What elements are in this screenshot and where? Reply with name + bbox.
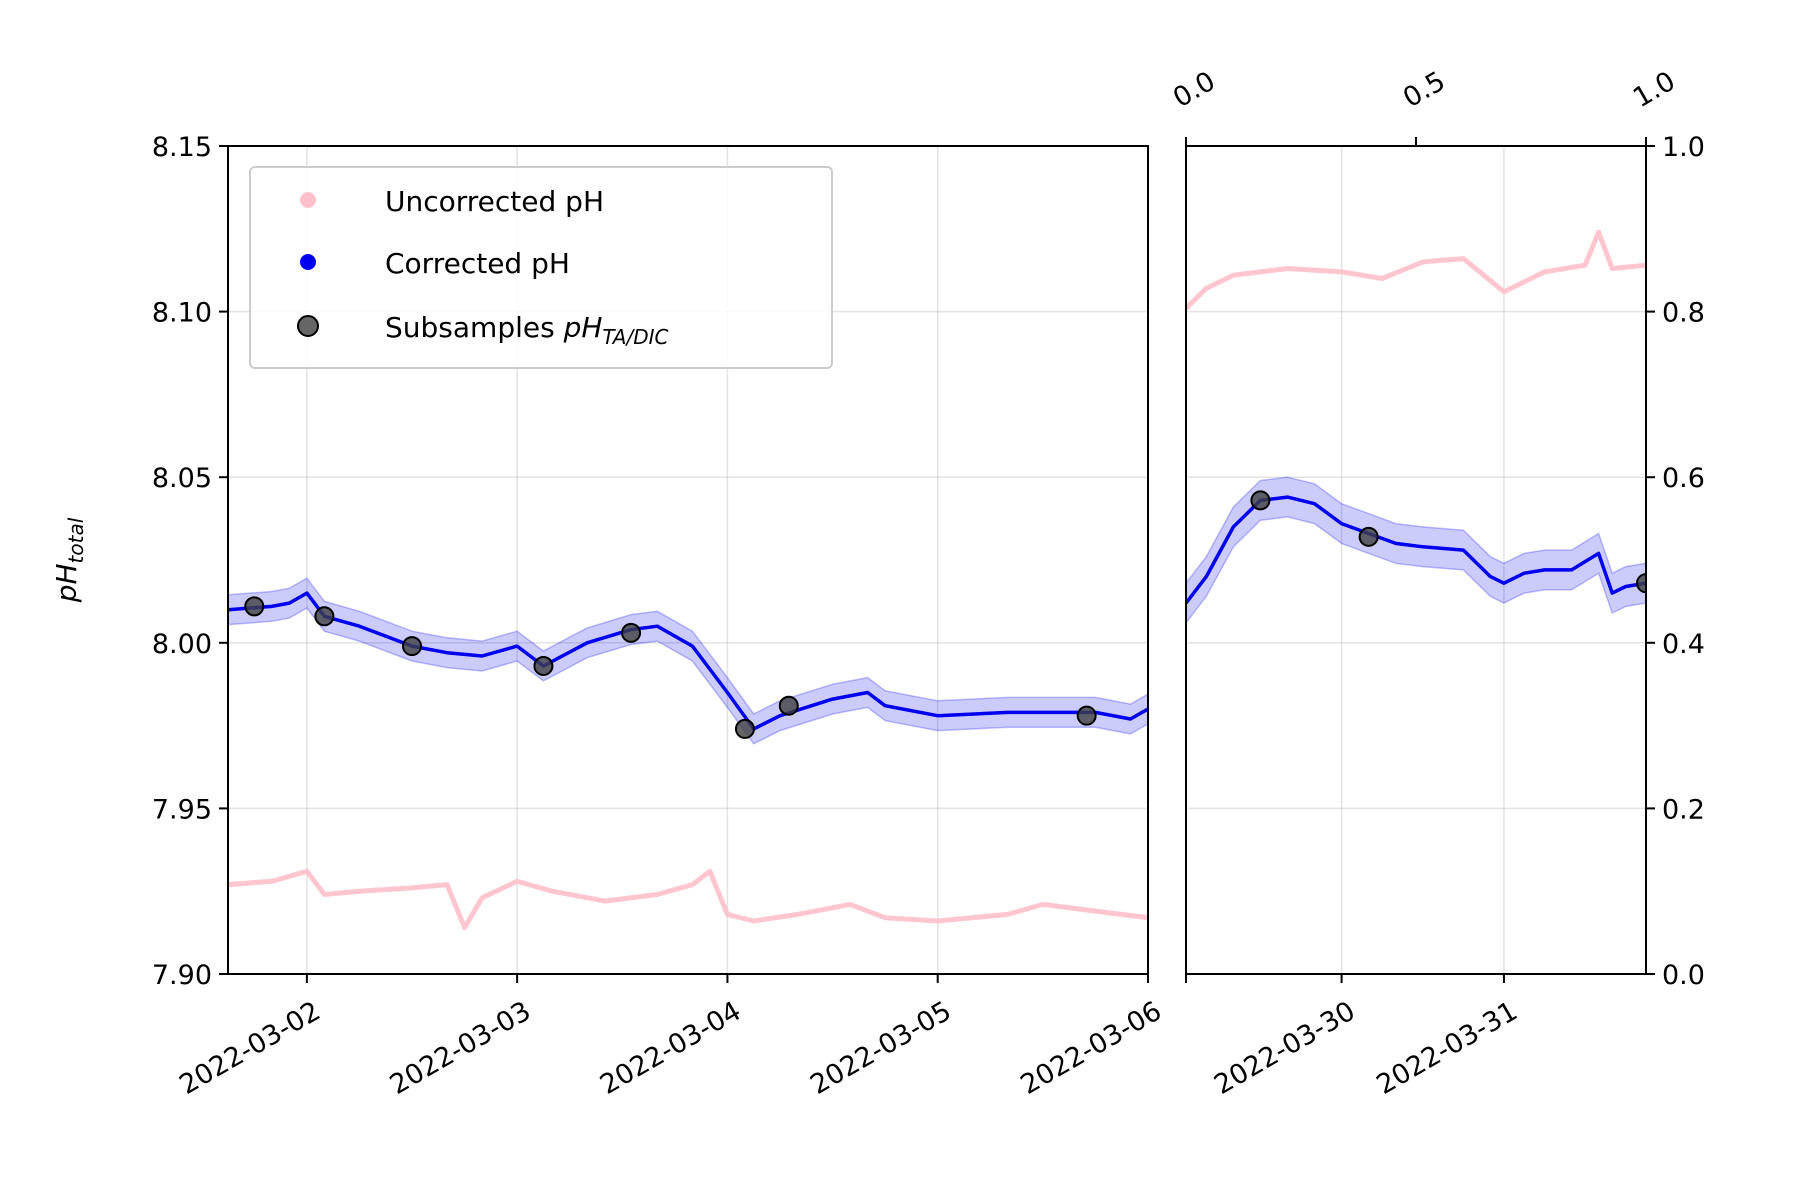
- legend-label-uncorrected: Uncorrected pH: [385, 185, 604, 218]
- right-y-tick-label: 0.0: [1662, 960, 1705, 991]
- right-y-tick-label: 0.6: [1662, 463, 1705, 494]
- svg-text:pHtotal: pHtotal: [50, 517, 88, 603]
- right-y-tick-label: 0.2: [1662, 794, 1705, 825]
- y-axis-label: pHtotal: [50, 517, 88, 603]
- left-subsample-point: [734, 718, 755, 739]
- right-subsample-point: [1250, 490, 1271, 511]
- legend: Uncorrected pH Corrected pH Subsamples p…: [249, 166, 833, 369]
- legend-frame: [249, 166, 833, 369]
- right-subsample-point: [1636, 573, 1646, 594]
- legend-label-subsamples-math: pH: [563, 311, 603, 344]
- right-x-tick-label: 2022-03-30: [1209, 996, 1360, 1101]
- left-y-tick-label: 8.05: [152, 463, 212, 494]
- left-y-tick-label: 8.00: [152, 629, 212, 660]
- right-y-tick-label: 0.8: [1662, 298, 1705, 329]
- y-axis-label-subscript: total: [64, 517, 88, 563]
- left-subsample-point: [402, 636, 422, 657]
- right-panel: 2022-03-30 2022-03-31 0.0 0.5 1.0 0.0 0.2 0.4 0.…: [1168, 66, 1705, 1101]
- left-uncorrected-line: [228, 868, 1148, 931]
- top-x-tick-label: 1.0: [1628, 66, 1681, 114]
- left-subsample-point: [533, 655, 554, 676]
- legend-marker-corrected: [300, 254, 316, 270]
- top-x-tick-label: 0.5: [1398, 66, 1451, 114]
- right-subsample-point: [1358, 526, 1379, 547]
- left-corrected-line: [228, 591, 1148, 731]
- right-plot-area: [1186, 229, 1646, 625]
- left-y-tick-label: 8.10: [152, 298, 212, 329]
- right-x-tick-label: 2022-03-31: [1371, 996, 1522, 1101]
- left-x-tick-label: 2022-03-02: [174, 996, 325, 1101]
- legend-label-corrected: Corrected pH: [385, 247, 570, 280]
- left-x-tick-label: 2022-03-03: [385, 996, 536, 1101]
- left-x-tick-label: 2022-03-05: [805, 996, 956, 1101]
- legend-label-subsamples-subscript: TA/DIC: [602, 325, 668, 349]
- left-subsample-point: [1076, 705, 1097, 726]
- left-y-tick-label: 7.95: [152, 794, 212, 825]
- left-subsample-point: [621, 622, 642, 643]
- legend-marker-subsamples: [297, 315, 319, 337]
- left-plot-area: [228, 577, 1148, 931]
- right-uncorrected-line: [1186, 229, 1646, 311]
- right-y-tick-label: 1.0: [1662, 132, 1705, 163]
- legend-label-subsamples: Subsamples pHTA/DIC: [385, 311, 669, 349]
- left-corrected-uncertainty-band: [228, 577, 1148, 745]
- right-y-tick-label: 0.4: [1662, 629, 1705, 660]
- left-x-tick-label: 2022-03-06: [1016, 996, 1167, 1101]
- left-y-tick-label: 7.90: [152, 960, 212, 991]
- left-subsample-point: [244, 596, 265, 617]
- y-axis-label-main: pH: [50, 563, 83, 603]
- left-subsample-point: [778, 695, 799, 716]
- left-subsample-point: [314, 606, 335, 627]
- legend-marker-uncorrected: [300, 192, 316, 208]
- left-y-tick-label: 8.15: [152, 132, 212, 163]
- left-x-tick-label: 2022-03-04: [595, 996, 746, 1101]
- left-axes-frame: [227, 145, 1149, 975]
- right-corrected-uncertainty-band: [1186, 476, 1646, 625]
- legend-label-subsamples-text: Subsamples: [385, 311, 564, 344]
- top-x-tick-label: 0.0: [1168, 66, 1221, 114]
